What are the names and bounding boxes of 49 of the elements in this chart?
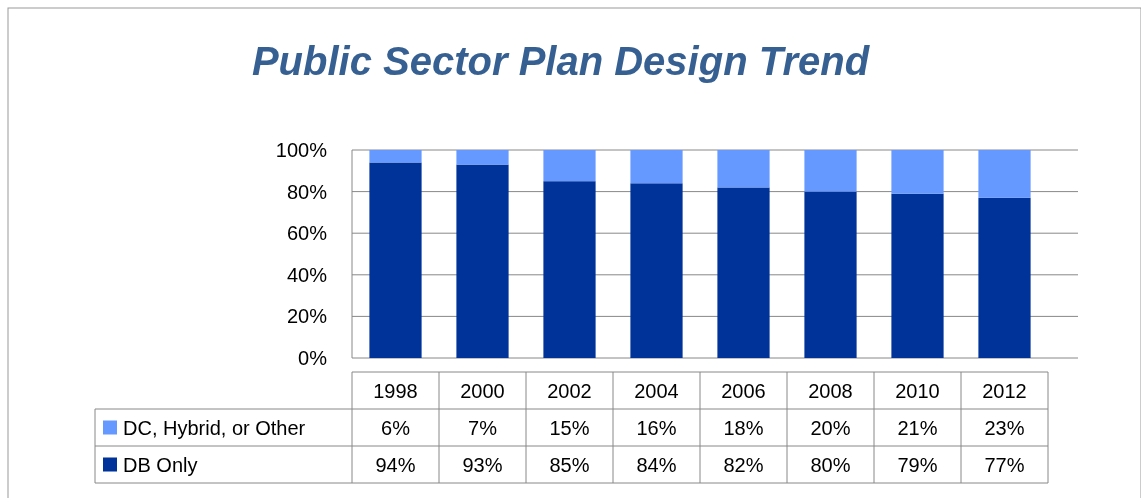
bar: [369, 162, 422, 358]
y-tick-label: 60%: [286, 222, 328, 245]
bar: [456, 150, 509, 165]
x-tick-label: 1998: [373, 379, 418, 402]
legend-label: DB Only: [123, 453, 198, 476]
data-label: 79%: [897, 453, 938, 476]
chart-title: Public Sector Plan Design Trend: [251, 39, 871, 83]
x-tick-label: 2006: [721, 379, 766, 402]
data-label: 6%: [381, 416, 411, 439]
bar: [630, 183, 683, 358]
data-label: 80%: [810, 453, 851, 476]
data-label: 18%: [723, 416, 764, 439]
bar: [978, 197, 1031, 358]
bar: [717, 150, 770, 188]
x-tick-label: 2000: [460, 379, 505, 402]
data-label: 77%: [984, 453, 1025, 476]
data-label: 23%: [984, 416, 1025, 439]
bar: [456, 164, 509, 358]
data-label: 94%: [375, 453, 416, 476]
data-label: 85%: [549, 453, 590, 476]
bar: [717, 187, 770, 358]
data-label: 21%: [897, 416, 938, 439]
data-label: 20%: [810, 416, 851, 439]
y-tick-label: 40%: [286, 263, 328, 286]
y-tick-label: 0%: [298, 347, 328, 369]
bar: [891, 150, 944, 194]
bar: [891, 193, 944, 358]
bar: [543, 181, 596, 358]
x-tick-label: 2008: [808, 379, 853, 402]
data-label: 15%: [549, 416, 590, 439]
y-tick-label: 100%: [275, 139, 328, 161]
y-tick-label: 80%: [286, 180, 328, 203]
x-tick-label: 2002: [547, 379, 592, 402]
bar: [630, 150, 683, 184]
bar: [978, 150, 1031, 198]
x-tick-label: 2012: [982, 379, 1027, 402]
data-label: 16%: [636, 416, 677, 439]
legend-label: DC, Hybrid, or Other: [123, 416, 306, 439]
x-tick-label: 2004: [634, 379, 679, 402]
bar: [543, 150, 596, 182]
x-tick-label: 2010: [895, 379, 940, 402]
bar: [369, 150, 422, 163]
data-label: 84%: [636, 453, 677, 476]
data-label: 82%: [723, 453, 764, 476]
data-label: 7%: [468, 416, 498, 439]
data-label: 93%: [462, 453, 503, 476]
bar: [804, 191, 857, 358]
bar: [804, 150, 857, 192]
y-tick-label: 20%: [286, 305, 328, 328]
